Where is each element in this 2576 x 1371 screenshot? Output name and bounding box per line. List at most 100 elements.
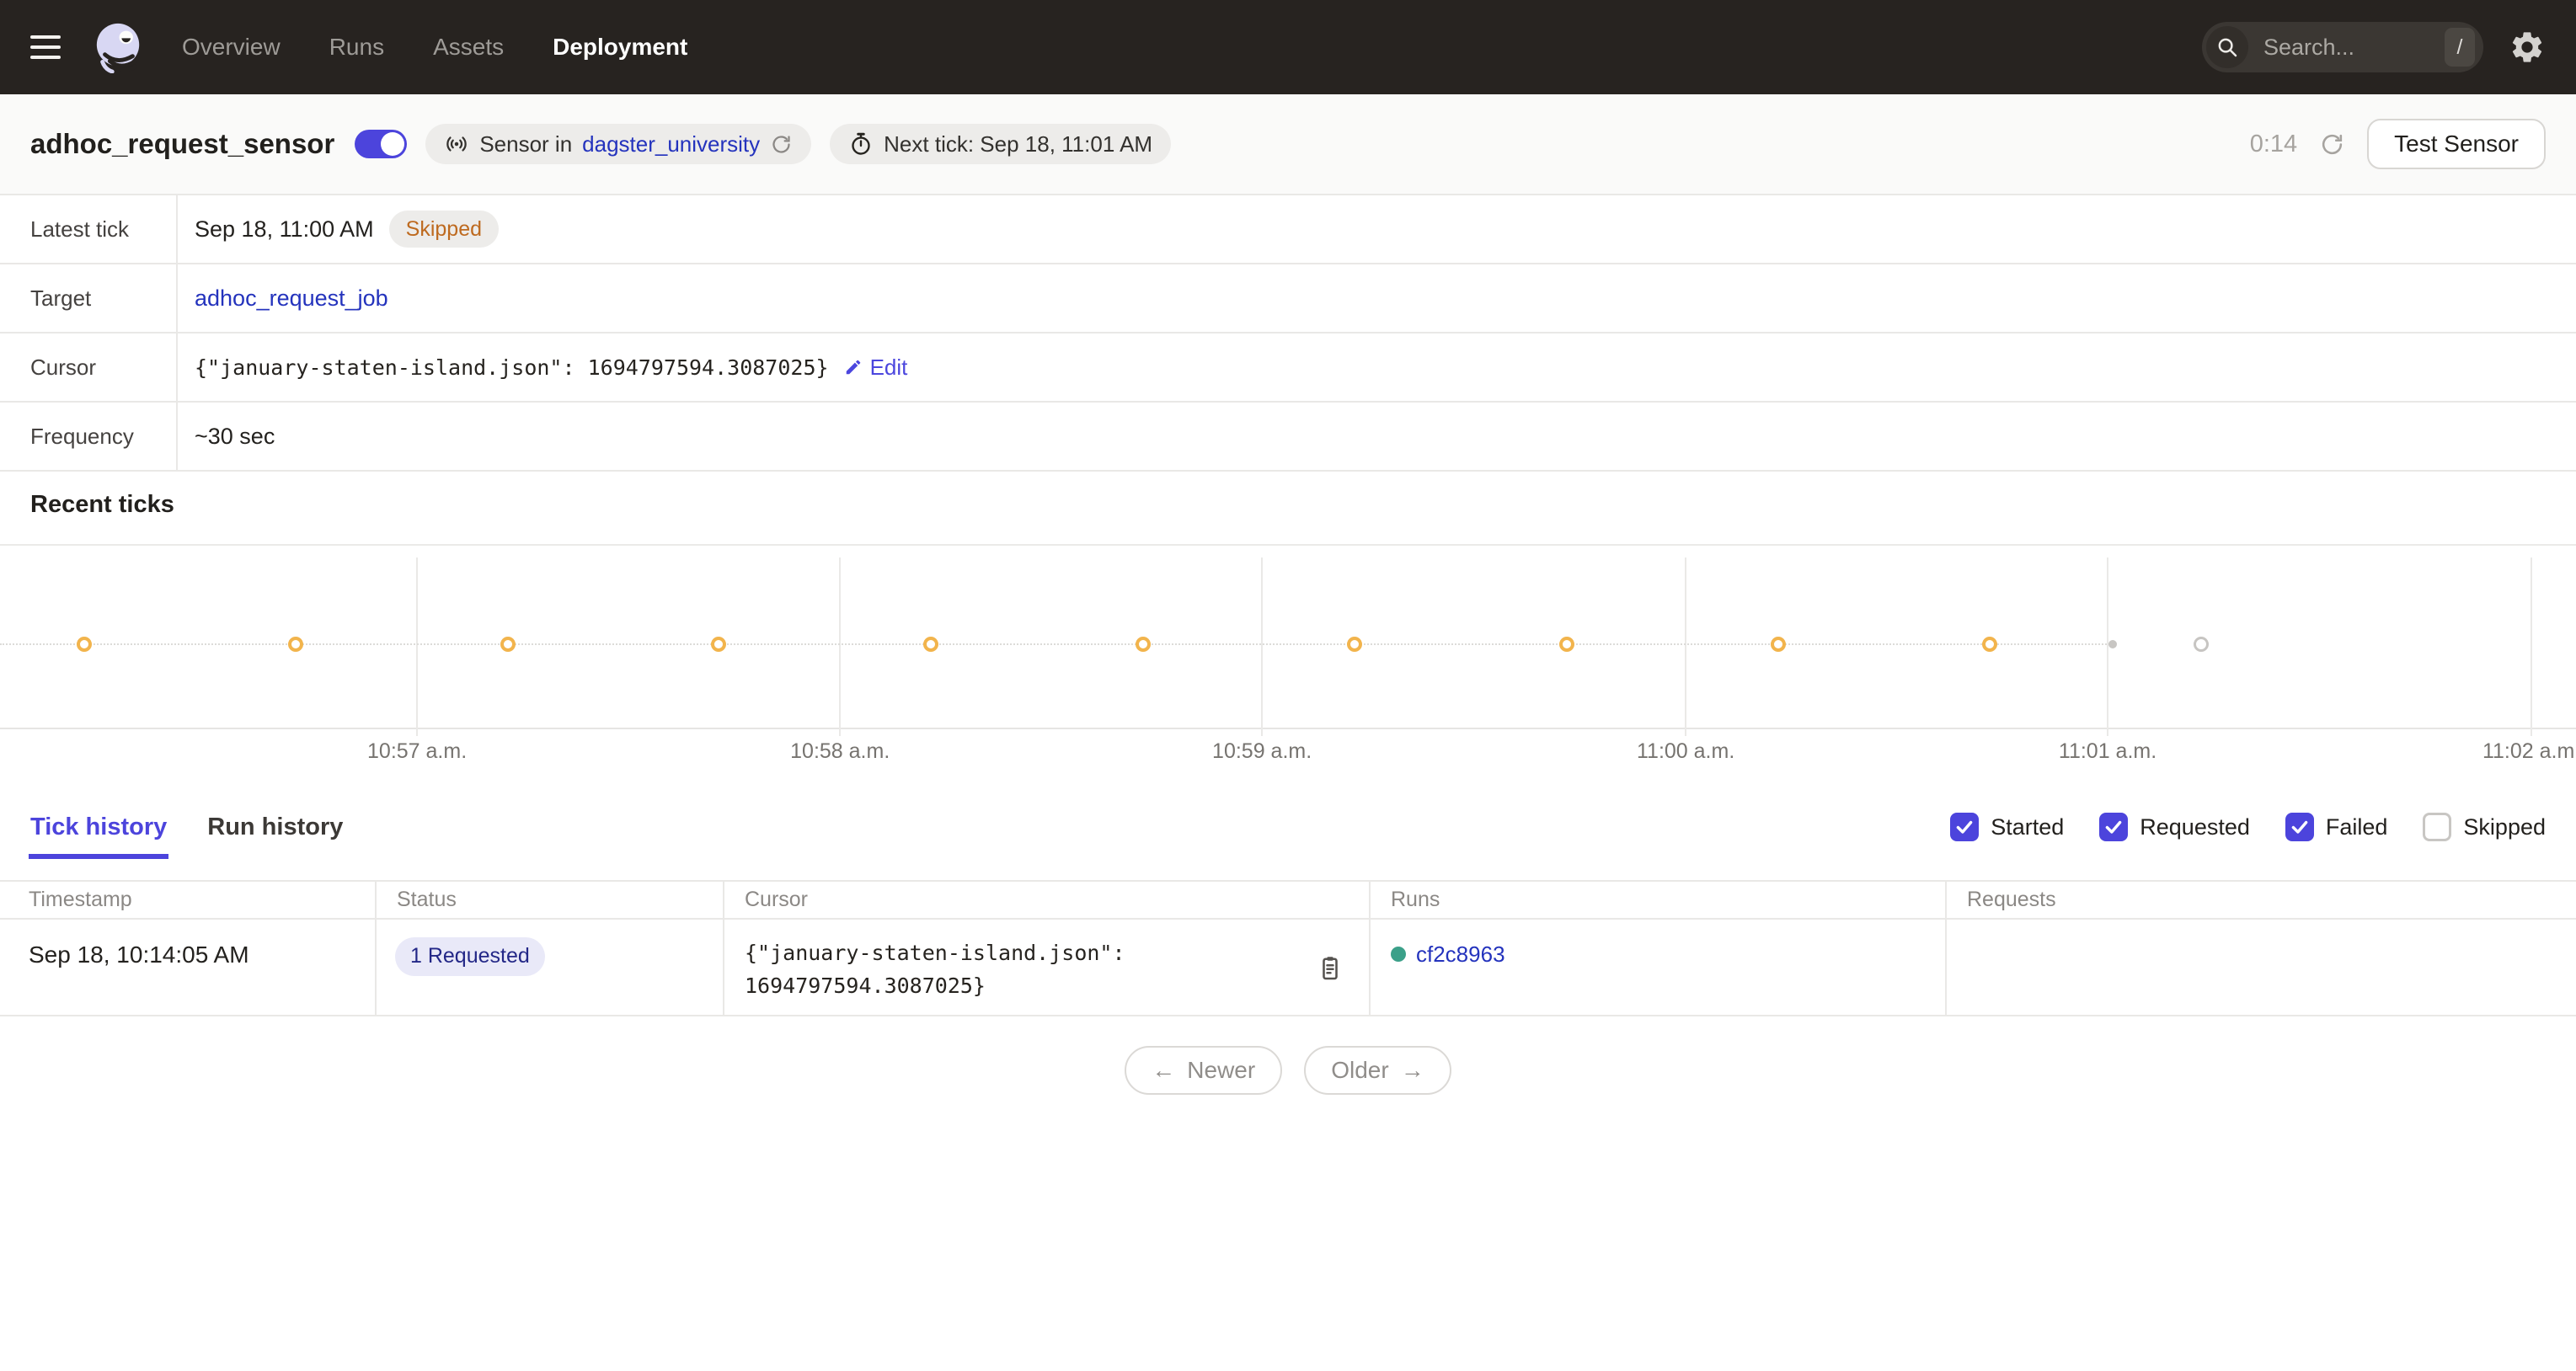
dagster-logo-icon[interactable] xyxy=(93,21,145,73)
checked-checkbox[interactable] xyxy=(2285,813,2314,841)
latest-tick-label: Latest tick xyxy=(0,195,178,263)
latest-tick-row: Latest tick Sep 18, 11:00 AM Skipped xyxy=(0,195,2576,264)
tick-marker-skipped[interactable] xyxy=(76,637,92,652)
timeline-gridline xyxy=(416,557,419,736)
tick-marker-skipped[interactable] xyxy=(1347,637,1363,652)
upcoming-tick-circle xyxy=(2194,637,2210,652)
cursor-row: Cursor {"january-staten-island.json": 16… xyxy=(0,333,2576,403)
column-header-status: Status xyxy=(377,882,724,918)
reload-location-icon[interactable] xyxy=(770,133,793,156)
arrow-left-icon: ← xyxy=(1152,1057,1176,1083)
tick-marker-skipped[interactable] xyxy=(1558,637,1574,652)
nav-links: Overview Runs Assets Deployment xyxy=(182,34,687,61)
frequency-label: Frequency xyxy=(0,403,178,470)
timeline-gridline xyxy=(1261,557,1264,736)
refresh-countdown: 0:14 xyxy=(2249,130,2298,157)
tick-marker-skipped[interactable] xyxy=(288,637,304,652)
cursor-value: {"january-staten-island.json": 169479759… xyxy=(195,355,829,380)
sensor-location-badge: Sensor in dagster_university xyxy=(425,124,812,164)
target-label: Target xyxy=(0,264,178,332)
next-tick-label: Next tick: Sep 18, 11:01 AM xyxy=(884,131,1153,157)
now-marker-dot xyxy=(2108,640,2117,648)
filter-label: Started xyxy=(1991,814,2065,840)
filter-started[interactable]: Started xyxy=(1950,813,2064,841)
timeline-baseline xyxy=(0,643,2113,645)
axis-label: 11:00 a.m. xyxy=(1637,739,1735,763)
sensor-header: adhoc_request_sensor Sensor in dagster_u… xyxy=(0,94,2576,195)
search-icon xyxy=(2206,26,2248,68)
tick-marker-skipped[interactable] xyxy=(1981,637,1997,652)
search-input[interactable] xyxy=(2262,33,2445,61)
cursor-json: {"january-staten-island.json": 169479759… xyxy=(745,941,1125,998)
latest-tick-value: Sep 18, 11:00 AM xyxy=(195,216,374,242)
column-header-cursor: Cursor xyxy=(724,882,1371,918)
nav-item-assets[interactable]: Assets xyxy=(433,34,505,60)
filter-failed[interactable]: Failed xyxy=(2285,813,2388,841)
edit-cursor-button[interactable]: Edit xyxy=(844,355,907,381)
tab-tick-history[interactable]: Tick history xyxy=(28,795,169,859)
tick-marker-skipped[interactable] xyxy=(710,637,726,652)
filter-requested[interactable]: Requested xyxy=(2099,813,2250,841)
checked-checkbox[interactable] xyxy=(1950,813,1980,841)
search-shortcut-badge: / xyxy=(2445,28,2475,67)
search-bar[interactable]: / xyxy=(2202,22,2483,72)
unchecked-checkbox[interactable] xyxy=(2423,813,2452,841)
requested-status-badge: 1 Requested xyxy=(395,936,545,976)
filter-skipped[interactable]: Skipped xyxy=(2423,813,2546,841)
nav-item-runs[interactable]: Runs xyxy=(329,34,385,60)
sensor-in-label: Sensor in xyxy=(479,131,573,157)
tick-marker-skipped[interactable] xyxy=(500,637,516,652)
sensor-details: Latest tick Sep 18, 11:00 AM Skipped Tar… xyxy=(0,195,2576,472)
settings-gear-icon[interactable] xyxy=(2509,29,2546,66)
axis-label: 11:02 a.m. xyxy=(2482,739,2576,763)
arrow-right-icon: → xyxy=(1400,1057,1424,1083)
table-row: Sep 18, 10:14:05 AM 1 Requested {"januar… xyxy=(0,920,2576,1016)
tick-marker-skipped[interactable] xyxy=(1770,637,1786,652)
target-row: Target adhoc_request_job xyxy=(0,264,2576,333)
filter-label: Failed xyxy=(2325,814,2388,840)
timeline-gridline xyxy=(2531,557,2533,736)
copy-cursor-button[interactable] xyxy=(1315,953,1345,984)
newer-button[interactable]: ← Newer xyxy=(1125,1046,1283,1095)
test-sensor-button[interactable]: Test Sensor xyxy=(2367,119,2546,169)
code-location-link[interactable]: dagster_university xyxy=(582,131,761,157)
filter-label: Requested xyxy=(2140,814,2250,840)
older-button[interactable]: Older → xyxy=(1304,1046,1451,1095)
axis-label: 10:59 a.m. xyxy=(1212,739,1312,763)
run-id-link[interactable]: cf2c8963 xyxy=(1416,942,1505,967)
tick-marker-skipped[interactable] xyxy=(1135,637,1151,652)
axis-label: 10:58 a.m. xyxy=(790,739,890,763)
menu-icon[interactable] xyxy=(30,35,61,59)
column-header-runs: Runs xyxy=(1371,882,1947,918)
target-job-link[interactable]: adhoc_request_job xyxy=(195,285,388,311)
run-status-dot xyxy=(1391,947,1406,962)
sensor-broadcast-icon xyxy=(444,131,469,157)
sensor-on-toggle[interactable] xyxy=(355,130,408,158)
tick-marker-skipped[interactable] xyxy=(922,637,938,652)
recent-ticks-heading: Recent ticks xyxy=(0,465,2576,546)
timeline-axis-line xyxy=(0,728,2576,729)
frequency-row: Frequency ~30 sec xyxy=(0,403,2576,472)
skipped-status-badge: Skipped xyxy=(388,211,500,248)
filter-label: Skipped xyxy=(2463,814,2546,840)
timeline-gridline xyxy=(1685,557,1687,736)
axis-label: 10:57 a.m. xyxy=(367,739,468,763)
timeline-gridline xyxy=(2107,557,2109,736)
nav-item-deployment[interactable]: Deployment xyxy=(553,34,688,60)
tab-run-history[interactable]: Run history xyxy=(207,813,344,840)
timer-icon xyxy=(848,131,874,157)
cursor-cell: {"january-staten-island.json": 169479759… xyxy=(724,920,1371,1015)
clipboard-icon xyxy=(1323,957,1338,980)
nav-item-overview[interactable]: Overview xyxy=(182,34,281,60)
status-filters: Started Requested Failed Skipped xyxy=(1950,813,2546,841)
timestamp-cell: Sep 18, 10:14:05 AM xyxy=(0,920,377,1015)
checked-checkbox[interactable] xyxy=(2099,813,2129,841)
timeline-gridline xyxy=(839,557,842,736)
history-controls: Tick history Run history Started Requested… xyxy=(0,795,2576,859)
pagination: ← Newer Older → xyxy=(0,1046,2576,1095)
refresh-icon[interactable] xyxy=(2319,131,2345,157)
tick-history-table: Timestamp Status Cursor Runs Requests Sep 18… xyxy=(0,880,2576,1016)
frequency-value: ~30 sec xyxy=(195,423,275,449)
next-tick-badge: Next tick: Sep 18, 11:01 AM xyxy=(830,124,1172,164)
